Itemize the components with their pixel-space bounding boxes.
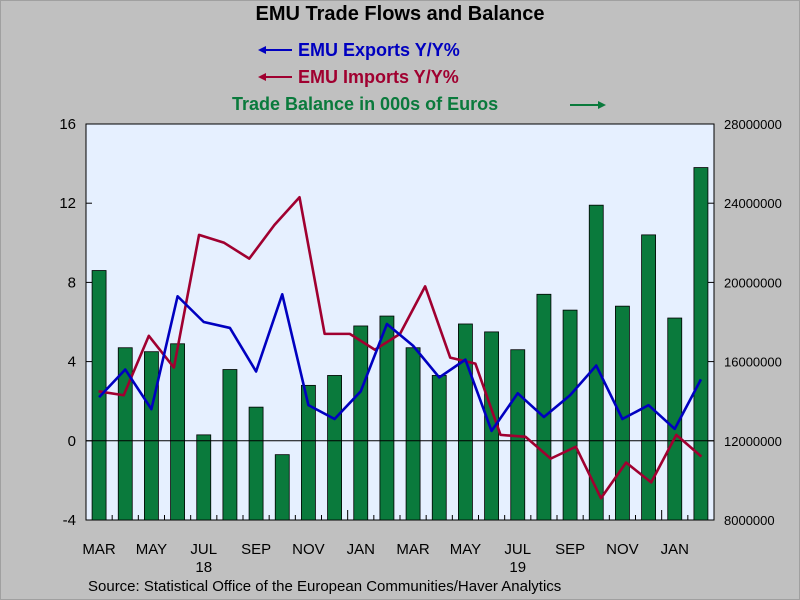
balance-bar bbox=[536, 293, 552, 521]
balance-bar bbox=[222, 369, 238, 521]
balance-bar bbox=[588, 204, 604, 521]
year-label-19: 19 bbox=[509, 559, 526, 576]
x-axis-tick-label: MAR bbox=[82, 541, 116, 558]
x-axis-tick-label: MAR bbox=[396, 541, 430, 558]
source-note: Source: Statistical Office of the Europe… bbox=[88, 578, 561, 595]
balance-bar bbox=[117, 347, 133, 521]
balance-bar bbox=[91, 270, 107, 521]
balance-bar bbox=[248, 406, 264, 521]
balance-bar bbox=[431, 375, 447, 521]
year-label-18: 18 bbox=[195, 559, 212, 576]
chart-title: EMU Trade Flows and Balance bbox=[256, 3, 545, 25]
x-axis-tick-label: JAN bbox=[661, 541, 689, 558]
legend: EMU Exports Y/Y% EMU Imports Y/Y% Trade … bbox=[232, 40, 606, 114]
balance-bar bbox=[615, 305, 630, 521]
balance-bar bbox=[196, 434, 212, 521]
axes: 16 12 8 4 0 -4 28000000 24000000 20000000 1600000… bbox=[59, 116, 782, 558]
legend-imports-arrowhead bbox=[258, 73, 266, 81]
balance-bar bbox=[693, 167, 709, 521]
x-axis-tick-label: JUL bbox=[190, 541, 217, 558]
legend-balance-arrowhead bbox=[598, 101, 606, 109]
legend-imports: EMU Imports Y/Y% bbox=[258, 67, 459, 87]
balance-bar bbox=[301, 384, 316, 521]
left-axis-tick-label: 16 bbox=[59, 116, 76, 133]
exports-line bbox=[98, 292, 703, 433]
legend-balance-label: Trade Balance in 000s of Euros bbox=[232, 94, 498, 114]
legend-imports-label: EMU Imports Y/Y% bbox=[298, 67, 459, 87]
left-axis-tick-label: 4 bbox=[68, 354, 76, 371]
balance-bar bbox=[458, 323, 473, 521]
right-axis-tick-label: 20000000 bbox=[724, 275, 782, 290]
right-axis-tick-label: 8000000 bbox=[724, 513, 775, 528]
balance-bar bbox=[353, 325, 369, 521]
legend-balance: Trade Balance in 000s of Euros bbox=[232, 94, 606, 114]
left-axis-tick-label: 8 bbox=[68, 274, 76, 291]
balance-bar bbox=[405, 347, 421, 521]
balance-bar bbox=[170, 343, 185, 521]
balance-bar bbox=[144, 351, 159, 521]
x-axis-tick-label: NOV bbox=[606, 541, 639, 558]
x-axis-tick-label: MAY bbox=[136, 541, 167, 558]
legend-exports: EMU Exports Y/Y% bbox=[258, 40, 460, 60]
x-axis-tick-label: JUL bbox=[504, 541, 531, 558]
balance-bars bbox=[91, 167, 709, 521]
left-axis-tick-label: 0 bbox=[68, 433, 76, 450]
balance-bar bbox=[379, 315, 395, 521]
x-axis-tick-label: SEP bbox=[555, 541, 585, 558]
x-axis-tick-label: NOV bbox=[292, 541, 325, 558]
balance-bar bbox=[274, 454, 290, 521]
series-lines bbox=[98, 195, 703, 500]
legend-exports-arrowhead bbox=[258, 46, 266, 54]
balance-bar bbox=[641, 234, 656, 521]
x-axis-tick-label: SEP bbox=[241, 541, 271, 558]
x-axis-tick-label: JAN bbox=[347, 541, 375, 558]
right-axis-tick-label: 12000000 bbox=[724, 434, 782, 449]
x-axis-tick-label: MAY bbox=[450, 541, 481, 558]
right-axis-tick-label: 28000000 bbox=[724, 117, 782, 132]
right-axis-tick-label: 24000000 bbox=[724, 196, 782, 211]
legend-exports-label: EMU Exports Y/Y% bbox=[298, 40, 460, 60]
left-axis-tick-label: -4 bbox=[63, 512, 76, 529]
balance-bar bbox=[667, 317, 683, 521]
right-axis-tick-label: 16000000 bbox=[724, 355, 782, 370]
plot-area bbox=[85, 123, 715, 521]
balance-bar bbox=[562, 309, 578, 521]
left-axis-tick-label: 12 bbox=[59, 195, 76, 212]
balance-bar bbox=[327, 375, 342, 521]
